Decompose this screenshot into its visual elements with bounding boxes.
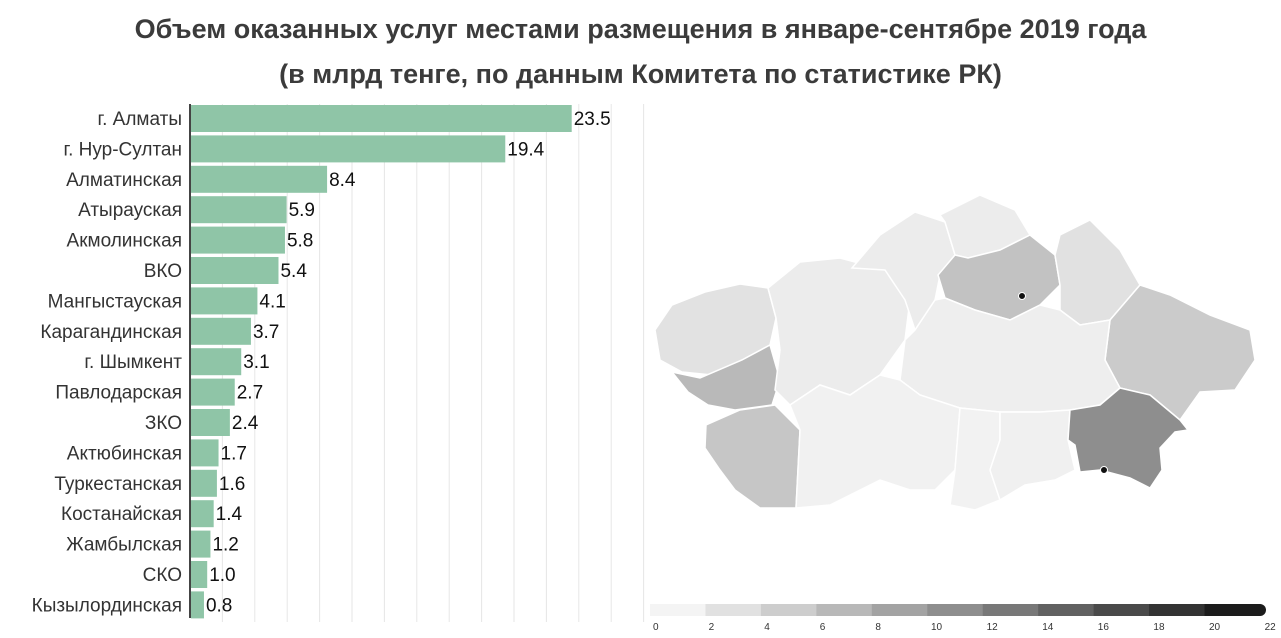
legend-swatch xyxy=(760,604,817,616)
legend-swatch xyxy=(1038,604,1095,616)
category-label: Жамбылская xyxy=(66,535,182,556)
bar xyxy=(191,591,204,619)
map-region-akmola xyxy=(937,234,1061,321)
chart-subtitle: (в млрд тенге, по данным Комитета по ста… xyxy=(279,59,1002,89)
map-region-almaty-oblast xyxy=(1067,387,1190,489)
bar xyxy=(191,348,242,376)
chart-title: Объем оказанных услуг местами размещения… xyxy=(134,14,1147,44)
category-label: ВКО xyxy=(144,261,182,282)
legend-tick-label: 0 xyxy=(653,622,659,633)
legend-tick-label: 22 xyxy=(1265,622,1277,633)
data-label: 0.8 xyxy=(206,595,232,616)
legend-swatch xyxy=(1093,604,1150,616)
legend-tick-label: 10 xyxy=(931,622,943,633)
bar xyxy=(191,135,506,163)
data-label: 1.0 xyxy=(209,565,235,586)
legend-tick-label: 12 xyxy=(987,622,999,633)
category-label: Атырауская xyxy=(78,200,182,221)
bar xyxy=(191,165,328,193)
bar xyxy=(191,409,230,436)
data-label: 3.7 xyxy=(253,322,279,343)
data-label: 8.4 xyxy=(329,170,356,191)
bar xyxy=(191,257,279,284)
data-label: 1.2 xyxy=(212,535,238,556)
map-city-almaty xyxy=(1100,466,1108,474)
category-label: Туркестанская xyxy=(54,474,182,495)
bar xyxy=(191,378,235,406)
bar xyxy=(191,287,258,315)
bar xyxy=(191,561,208,588)
legend-swatch xyxy=(816,604,873,616)
category-label: СКО xyxy=(143,565,182,586)
legend-tick-label: 18 xyxy=(1153,622,1165,633)
data-label: 3.1 xyxy=(243,352,269,373)
data-label: 5.8 xyxy=(287,231,313,252)
category-label: Павлодарская xyxy=(55,383,182,404)
category-label: г. Алматы xyxy=(98,109,183,130)
category-label: Карагандинская xyxy=(40,322,182,343)
category-label: Акмолинская xyxy=(67,231,182,252)
category-label: Кызылординская xyxy=(32,595,182,616)
legend-swatch xyxy=(1204,604,1261,616)
map-legend: 0 2 4 6 8 10 12 14 16 18 20 22 xyxy=(650,604,1276,633)
legend-swatch xyxy=(705,604,762,616)
category-label: г. Шымкент xyxy=(84,352,182,373)
legend-swatch xyxy=(982,604,1039,616)
bar xyxy=(191,530,211,558)
category-label: г. Нур-Султан xyxy=(63,139,182,160)
map-city-nur-sultan xyxy=(1018,292,1026,300)
category-label: ЗКО xyxy=(145,413,182,434)
legend-swatch xyxy=(1149,604,1206,616)
legend-tick-label: 4 xyxy=(764,622,770,633)
legend-swatch xyxy=(650,604,706,616)
bar xyxy=(191,317,251,345)
data-label: 4.1 xyxy=(259,291,285,312)
data-label: 5.9 xyxy=(289,200,315,221)
data-label: 1.7 xyxy=(221,443,247,464)
legend-swatch xyxy=(927,604,984,616)
legend-tick-label: 2 xyxy=(709,622,715,633)
map-region-zhambyl xyxy=(989,409,1076,502)
legend-tick-label: 8 xyxy=(875,622,881,633)
bar xyxy=(191,196,287,224)
data-label: 19.4 xyxy=(507,139,544,160)
bar xyxy=(191,226,285,254)
map-region-mangystau xyxy=(704,404,801,509)
bar xyxy=(191,500,214,528)
legend-tick-label: 20 xyxy=(1209,622,1221,633)
data-label: 5.4 xyxy=(280,261,307,282)
legend-tick-label: 16 xyxy=(1098,622,1110,633)
legend-swatch xyxy=(871,604,928,616)
data-label: 23.5 xyxy=(574,109,611,130)
category-label: Алматинская xyxy=(66,170,182,191)
legend-cap xyxy=(1254,604,1266,616)
legend-tick-label: 6 xyxy=(820,622,826,633)
legend-tick-label: 14 xyxy=(1042,622,1054,633)
grid-lines xyxy=(221,104,645,622)
bar xyxy=(191,439,219,467)
map-region-atyrau xyxy=(670,343,781,411)
category-label: Костанайская xyxy=(61,504,182,525)
bar xyxy=(191,469,217,497)
category-label: Актюбинская xyxy=(67,443,182,464)
category-label: Мангыстауская xyxy=(48,291,182,312)
bar xyxy=(191,105,572,132)
bars: г. Алматы 23.5 г. Нур-Султан 19.4 Алматинска… xyxy=(32,105,611,619)
data-label: 2.4 xyxy=(232,413,259,434)
data-label: 1.6 xyxy=(219,474,245,495)
data-label: 2.7 xyxy=(237,383,263,404)
region-map xyxy=(654,194,1256,511)
data-label: 1.4 xyxy=(216,504,243,525)
